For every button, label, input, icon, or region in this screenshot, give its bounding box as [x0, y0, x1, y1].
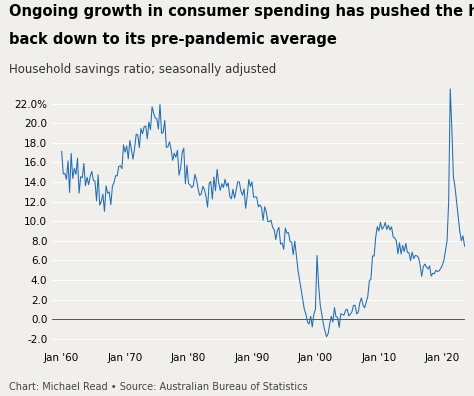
- Text: Household savings ratio; seasonally adjusted: Household savings ratio; seasonally adju…: [9, 63, 277, 76]
- Text: Chart: Michael Read • Source: Australian Bureau of Statistics: Chart: Michael Read • Source: Australian…: [9, 382, 308, 392]
- Text: back down to its pre-pandemic average: back down to its pre-pandemic average: [9, 32, 337, 47]
- Text: Ongoing growth in consumer spending has pushed the household saving rate: Ongoing growth in consumer spending has …: [9, 4, 474, 19]
